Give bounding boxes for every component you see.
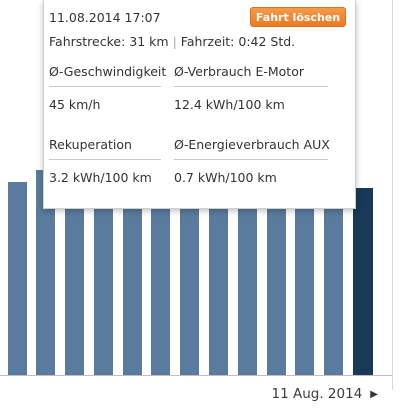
trip-details-popup: 11.08.2014 17:07 Fahrt löschen Fahrstrec… bbox=[43, 0, 356, 209]
trip-distance: Fahrstrecke: 31 km bbox=[49, 34, 169, 49]
trip-bars bbox=[8, 170, 373, 376]
trip-bar[interactable] bbox=[295, 180, 314, 376]
trip-summary: Fahrstrecke: 31 km | Fahrzeit: 0:42 Std. bbox=[49, 34, 295, 49]
stat-divider bbox=[49, 159, 161, 160]
trip-bar[interactable] bbox=[8, 182, 27, 376]
stat-label: Ø-Geschwindigkeit bbox=[49, 64, 167, 79]
trip-bar-selected[interactable] bbox=[353, 188, 373, 376]
trip-bar[interactable] bbox=[209, 180, 228, 376]
stat-divider bbox=[49, 86, 161, 87]
chart-baseline bbox=[0, 375, 392, 376]
stat-value: 3.2 kWh/100 km bbox=[49, 170, 152, 185]
triangle-right-icon[interactable]: ▶ bbox=[370, 388, 378, 400]
stat-label: Rekuperation bbox=[49, 137, 132, 152]
stat-divider bbox=[174, 86, 328, 87]
trip-bar[interactable] bbox=[65, 180, 84, 376]
stat-label: Ø-Verbrauch E-Motor bbox=[174, 64, 304, 79]
stat-recuperation: Rekuperation 3.2 kWh/100 km bbox=[49, 137, 161, 185]
summary-separator: | bbox=[172, 34, 177, 49]
delete-trip-button[interactable]: Fahrt löschen bbox=[250, 7, 346, 27]
trip-bar[interactable] bbox=[180, 180, 199, 376]
current-date-label: 11 Aug. 2014 bbox=[271, 386, 363, 402]
trip-bar[interactable] bbox=[151, 180, 170, 376]
stat-value: 45 km/h bbox=[49, 97, 101, 112]
stat-divider bbox=[174, 159, 328, 160]
stat-avg-energy-aux: Ø-Energieverbrauch AUX 0.7 kWh/100 km bbox=[174, 137, 330, 185]
trip-bar[interactable] bbox=[36, 170, 55, 376]
stat-label: Ø-Energieverbrauch AUX bbox=[174, 137, 330, 152]
stat-value: 0.7 kWh/100 km bbox=[174, 170, 277, 185]
trip-bar[interactable] bbox=[324, 180, 343, 376]
chart-right-border bbox=[392, 0, 393, 390]
trip-bar[interactable] bbox=[267, 180, 286, 376]
trip-bar[interactable] bbox=[94, 180, 113, 376]
trip-bar[interactable] bbox=[238, 180, 257, 376]
stat-average-speed: Ø-Geschwindigkeit 45 km/h bbox=[49, 64, 167, 112]
trip-datetime: 11.08.2014 17:07 bbox=[49, 10, 161, 25]
date-navigation: 11 Aug. 2014 ▶ bbox=[272, 386, 378, 402]
stat-value: 12.4 kWh/100 km bbox=[174, 97, 285, 112]
trip-duration: Fahrzeit: 0:42 Std. bbox=[180, 34, 296, 49]
stat-avg-consumption-emotor: Ø-Verbrauch E-Motor 12.4 kWh/100 km bbox=[174, 64, 328, 112]
trip-bar[interactable] bbox=[123, 180, 142, 376]
